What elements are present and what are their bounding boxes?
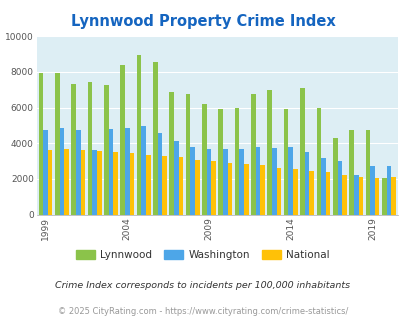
Bar [113, 152, 117, 214]
Bar [218, 109, 222, 214]
Bar [316, 108, 320, 214]
Bar [299, 88, 304, 214]
Bar [136, 55, 141, 214]
Bar [358, 177, 362, 214]
Bar [48, 150, 52, 214]
Bar [55, 73, 60, 215]
Bar [227, 163, 232, 214]
Bar [337, 161, 341, 214]
Bar [129, 153, 134, 214]
Bar [60, 128, 64, 214]
Bar [185, 94, 190, 214]
Legend: Lynnwood, Washington, National: Lynnwood, Washington, National [72, 246, 333, 264]
Bar [341, 175, 346, 214]
Bar [71, 84, 76, 214]
Bar [157, 133, 162, 214]
Bar [332, 138, 337, 214]
Bar [353, 175, 358, 214]
Bar [97, 151, 101, 214]
Bar [325, 172, 330, 214]
Bar [260, 166, 264, 214]
Bar [283, 109, 288, 214]
Bar [92, 150, 97, 214]
Bar [141, 126, 145, 214]
Bar [288, 147, 292, 214]
Bar [255, 147, 260, 214]
Bar [43, 130, 48, 214]
Bar [222, 149, 227, 214]
Bar [243, 164, 248, 214]
Bar [267, 90, 271, 214]
Text: Lynnwood Property Crime Index: Lynnwood Property Crime Index [70, 14, 335, 29]
Bar [194, 160, 199, 214]
Bar [87, 82, 92, 214]
Bar [320, 158, 325, 215]
Bar [120, 65, 125, 214]
Bar [202, 104, 206, 214]
Bar [364, 130, 369, 214]
Bar [64, 148, 69, 214]
Bar [174, 142, 178, 214]
Bar [386, 166, 390, 214]
Bar [190, 147, 194, 214]
Bar [369, 166, 374, 214]
Text: © 2025 CityRating.com - https://www.cityrating.com/crime-statistics/: © 2025 CityRating.com - https://www.city… [58, 307, 347, 316]
Bar [292, 169, 297, 214]
Bar [251, 94, 255, 214]
Bar [271, 148, 276, 214]
Bar [38, 73, 43, 215]
Bar [239, 148, 243, 214]
Bar [304, 152, 309, 214]
Bar [80, 150, 85, 214]
Bar [309, 171, 313, 214]
Bar [234, 108, 239, 214]
Bar [162, 156, 166, 214]
Bar [374, 178, 379, 214]
Bar [76, 130, 80, 214]
Bar [211, 161, 215, 214]
Bar [348, 130, 353, 214]
Bar [125, 128, 129, 214]
Bar [390, 177, 395, 214]
Bar [276, 168, 281, 214]
Bar [104, 85, 109, 214]
Bar [381, 178, 386, 214]
Bar [206, 148, 211, 214]
Bar [153, 62, 157, 214]
Bar [178, 157, 183, 214]
Bar [145, 155, 150, 214]
Bar [169, 92, 174, 214]
Bar [109, 129, 113, 214]
Text: Crime Index corresponds to incidents per 100,000 inhabitants: Crime Index corresponds to incidents per… [55, 281, 350, 290]
